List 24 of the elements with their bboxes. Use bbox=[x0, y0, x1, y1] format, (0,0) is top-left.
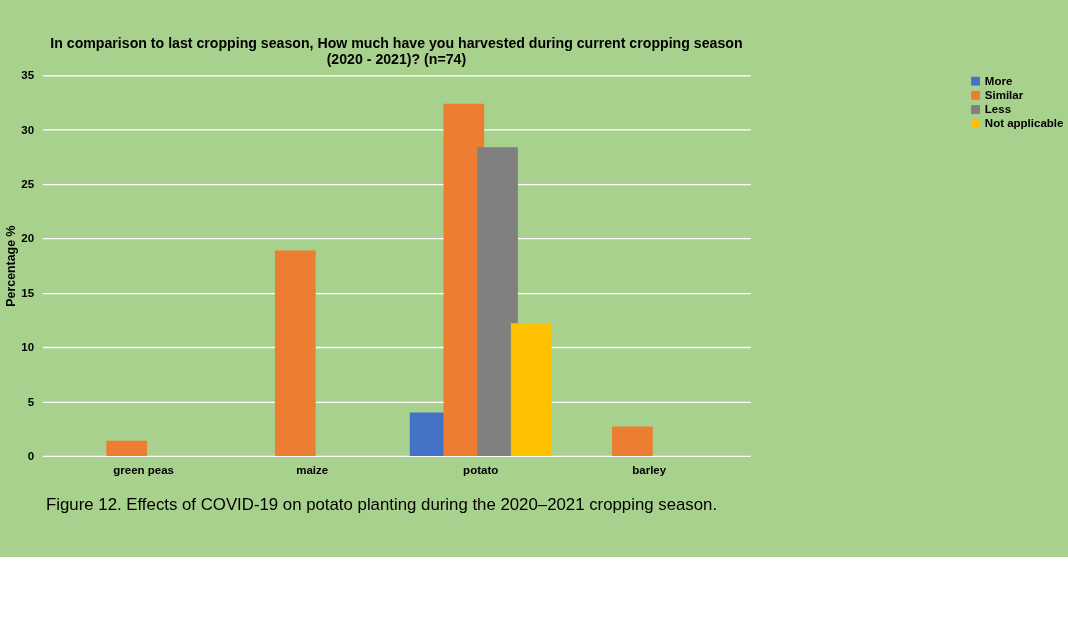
legend-label: Not applicable bbox=[984, 117, 1064, 130]
y-tick-label: 25 bbox=[21, 178, 35, 191]
y-tick-label: 35 bbox=[21, 69, 35, 82]
y-tick-label: 5 bbox=[27, 395, 35, 408]
bar bbox=[477, 147, 518, 456]
x-tick-label: maize bbox=[296, 464, 329, 477]
chart-title: In comparison to last cropping season, How much have you harvested during current cropping season (2020 - 2021)? (n=74) bbox=[50, 35, 743, 67]
bar bbox=[106, 440, 148, 456]
bar bbox=[274, 250, 316, 456]
y-tick-label: 20 bbox=[21, 232, 35, 245]
legend-label: More bbox=[984, 74, 1013, 87]
legend-label: Less bbox=[984, 103, 1012, 116]
bar bbox=[510, 323, 552, 456]
caption: Figure 12. Effects of COVID-19 on potato planting during the 2020–2021 cropping season. bbox=[46, 494, 718, 514]
y-axis-title: Percentage % bbox=[4, 225, 19, 307]
legend-label: Similar bbox=[984, 88, 1024, 101]
y-tick-label: 10 bbox=[21, 341, 35, 354]
bar bbox=[612, 426, 653, 456]
y-tick-label: 15 bbox=[21, 286, 35, 299]
x-tick-label: barley bbox=[632, 464, 667, 477]
x-tick-label: potato bbox=[463, 464, 499, 477]
x-tick-label: green peas bbox=[113, 464, 174, 477]
y-tick-label: 30 bbox=[21, 123, 35, 136]
y-tick-label: 0 bbox=[27, 449, 35, 462]
